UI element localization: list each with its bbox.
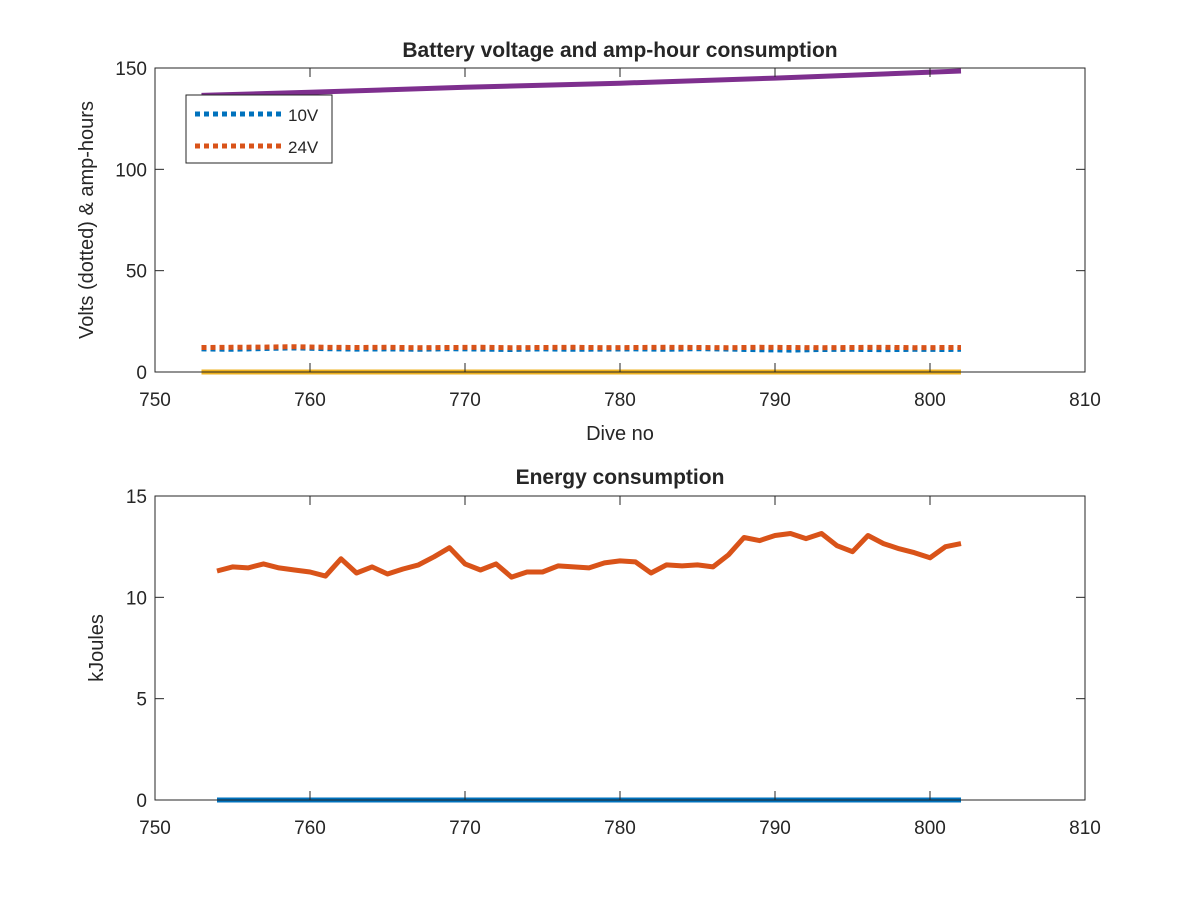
x-tick-label: 780 <box>604 390 636 411</box>
series-line-series-3 <box>201 68 962 98</box>
x-tick-label: 790 <box>759 390 791 411</box>
x-tick-label: 800 <box>914 818 946 839</box>
series-line-24v <box>201 344 961 351</box>
y-tick-label: 15 <box>126 487 147 508</box>
chart-title: Battery voltage and amp-hour consumption <box>402 39 837 62</box>
legend-label-10v: 10V <box>288 106 319 125</box>
x-tick-label: 790 <box>759 818 791 839</box>
y-tick-label: 0 <box>136 363 147 384</box>
x-tick-label: 770 <box>449 818 481 839</box>
y-axis-label: Volts (dotted) & amp-hours <box>76 101 98 339</box>
legend-box <box>185 94 333 164</box>
y-tick-label: 0 <box>136 791 147 812</box>
x-tick-label: 800 <box>914 390 946 411</box>
chart-title: Energy consumption <box>516 466 725 489</box>
x-tick-label: 760 <box>294 390 326 411</box>
x-tick-label: 810 <box>1069 818 1101 839</box>
legend-label-24v: 24V <box>288 138 319 157</box>
x-tick-label: 810 <box>1069 390 1101 411</box>
x-tick-label: 770 <box>449 390 481 411</box>
x-tick-label: 750 <box>139 390 171 411</box>
y-tick-label: 150 <box>115 59 147 80</box>
y-tick-label: 5 <box>136 690 147 711</box>
y-tick-label: 50 <box>126 262 147 283</box>
legend: 10V 24V <box>185 94 333 164</box>
series-line-series-1 <box>216 531 962 580</box>
x-tick-label: 760 <box>294 818 326 839</box>
y-tick-label: 10 <box>126 588 147 609</box>
plot-area: 750 760 770 780 790 800 810 0 50 100 150 <box>115 59 1101 411</box>
x-tick-label: 780 <box>604 818 636 839</box>
y-tick-label: 100 <box>115 160 147 181</box>
y-axis-label: kJoules <box>86 614 108 682</box>
energy-consumption-chart: Energy consumption 750 760 770 780 790 800 810… <box>86 466 1101 839</box>
plot-area: 750 760 770 780 790 800 810 0 5 10 15 <box>126 487 1101 839</box>
x-tick-label: 750 <box>139 818 171 839</box>
voltage-amphour-chart: Battery voltage and amp-hour consumption… <box>76 39 1101 445</box>
x-axis-label: Dive no <box>586 423 654 445</box>
